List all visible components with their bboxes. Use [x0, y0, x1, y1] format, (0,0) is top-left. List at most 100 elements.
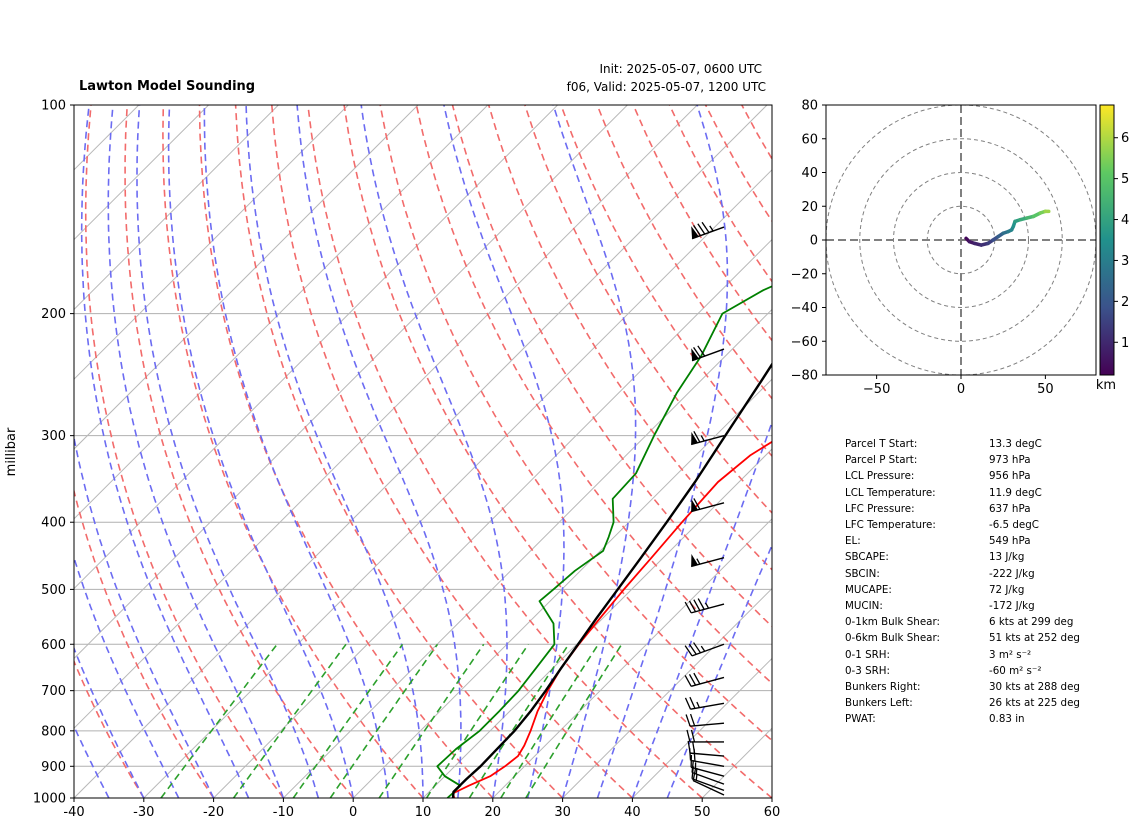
y-tick-label: 600	[41, 638, 66, 653]
param-value: 549 hPa	[989, 535, 1031, 548]
hodo-y-tick-label: −60	[791, 335, 818, 350]
isotherm	[492, 518, 772, 798]
moist-adiabat	[80, 105, 250, 798]
param-row: MUCIN: -172 J/kg	[845, 598, 1080, 614]
wind-barb	[691, 766, 725, 792]
barb-half	[695, 774, 698, 781]
init-time: Init: 2025-05-07, 0600 UTC	[599, 62, 762, 76]
isotherm	[74, 105, 558, 590]
param-label: PWAT:	[845, 713, 876, 726]
hodograph-ring	[859, 138, 1063, 342]
barb-flag	[691, 553, 698, 567]
param-value: 637 hPa	[989, 502, 1031, 515]
param-row: PWAT: 0.83 in	[845, 711, 1080, 727]
param-label: Bunkers Left:	[845, 697, 913, 710]
moist-adiabat	[443, 105, 565, 798]
barb-full	[693, 599, 701, 611]
mixing-ratio-line	[425, 643, 530, 798]
param-value: 13.3 degC	[989, 438, 1042, 450]
barb-half	[696, 558, 701, 565]
barb-full	[686, 729, 691, 743]
param-row: Parcel T Start: 13.3 degC	[845, 436, 1080, 452]
hodo-y-tick-label: −40	[791, 301, 818, 316]
param-value: 0.83 in	[989, 713, 1025, 726]
dry-adiabat	[74, 659, 145, 798]
param-label: LFC Temperature:	[845, 519, 936, 532]
hodo-x-tick-label: −50	[863, 382, 890, 397]
y-tick-label: 800	[41, 724, 66, 739]
dry-adiabat	[451, 105, 772, 628]
param-row: 0-1 SRH: 3 m² s⁻²	[845, 647, 1080, 663]
barb-staff	[690, 603, 725, 614]
barb-staff	[690, 557, 725, 568]
barb-full	[693, 430, 701, 443]
param-value: 13 J/kg	[989, 551, 1025, 564]
param-label: SBCAPE:	[845, 551, 889, 564]
hodo-y-tick-label: 20	[801, 200, 818, 215]
x-tick-label: 60	[764, 805, 781, 820]
dry-adiabat	[307, 105, 703, 798]
mixing-ratio-line	[160, 643, 278, 798]
barb-full	[693, 642, 702, 654]
wind-barb	[690, 498, 725, 513]
y-tick-label: 1000	[33, 792, 66, 807]
param-label: 0-1km Bulk Shear:	[845, 616, 940, 629]
y-tick-label: 300	[41, 429, 66, 444]
param-row: MUCAPE: 72 J/kg	[845, 582, 1080, 598]
isotherm	[283, 308, 772, 798]
barb-half	[695, 767, 698, 775]
wind-barbs	[684, 221, 725, 796]
barb-full	[693, 224, 702, 236]
isotherm	[143, 169, 772, 798]
moist-adiabat	[245, 105, 424, 798]
y-tick-label: 400	[41, 516, 66, 531]
barb-full	[684, 697, 692, 710]
isotherm	[213, 238, 772, 798]
barb-half	[709, 225, 714, 232]
colorbar	[1099, 104, 1115, 376]
barb-flag	[691, 431, 698, 445]
hodo-x-tick-label: 50	[1037, 382, 1054, 397]
mixing-ratio-line	[525, 643, 623, 798]
param-label: 0-3 SRH:	[845, 664, 890, 677]
x-tick-label: 0	[349, 805, 357, 820]
param-value: 973 hPa	[989, 454, 1031, 467]
x-tick-label: 30	[554, 805, 571, 820]
colorbar-tick-label: 4	[1121, 213, 1129, 228]
param-value: 6 kts at 299 deg	[989, 616, 1074, 629]
param-label: 0-1 SRH:	[845, 648, 890, 661]
y-tick-label: 900	[41, 760, 66, 775]
barb-staff	[691, 348, 725, 362]
isotherm	[74, 105, 140, 171]
skewt-plot-area	[74, 105, 772, 798]
dry-adiabat	[162, 105, 424, 798]
dry-adiabat	[124, 105, 354, 798]
param-value: 3 m² s⁻²	[989, 648, 1032, 661]
colorbar-tick-label: 2	[1121, 295, 1129, 310]
isotherm	[352, 378, 772, 798]
barb-full	[688, 600, 697, 613]
isotherm	[74, 105, 419, 450]
param-row: LFC Temperature: -6.5 degC	[845, 517, 1080, 533]
isotherm	[74, 105, 768, 798]
barb-staff	[691, 643, 725, 657]
barb-staff	[691, 778, 725, 792]
dry-adiabat	[343, 105, 772, 798]
colorbar-tick-label: 1	[1121, 336, 1129, 351]
moist-adiabat	[552, 105, 637, 798]
barb-flag	[691, 348, 699, 361]
mixing-ratio-line	[500, 643, 599, 798]
dry-adiabat	[596, 105, 772, 400]
dewpoint-profile	[436, 285, 772, 798]
param-value: 26 kts at 225 deg	[989, 697, 1080, 710]
mixing-ratio-line	[378, 643, 485, 798]
param-value: -222 J/kg	[989, 567, 1035, 580]
dry-adiabat	[74, 487, 215, 798]
param-value: 11.9 degC	[989, 486, 1042, 499]
x-tick-label: -30	[133, 805, 154, 820]
moist-adiabat	[360, 105, 508, 798]
wind-barb	[684, 696, 725, 710]
moist-adiabat	[167, 105, 354, 798]
x-tick-label: -10	[273, 805, 294, 820]
wind-barb	[684, 642, 725, 657]
